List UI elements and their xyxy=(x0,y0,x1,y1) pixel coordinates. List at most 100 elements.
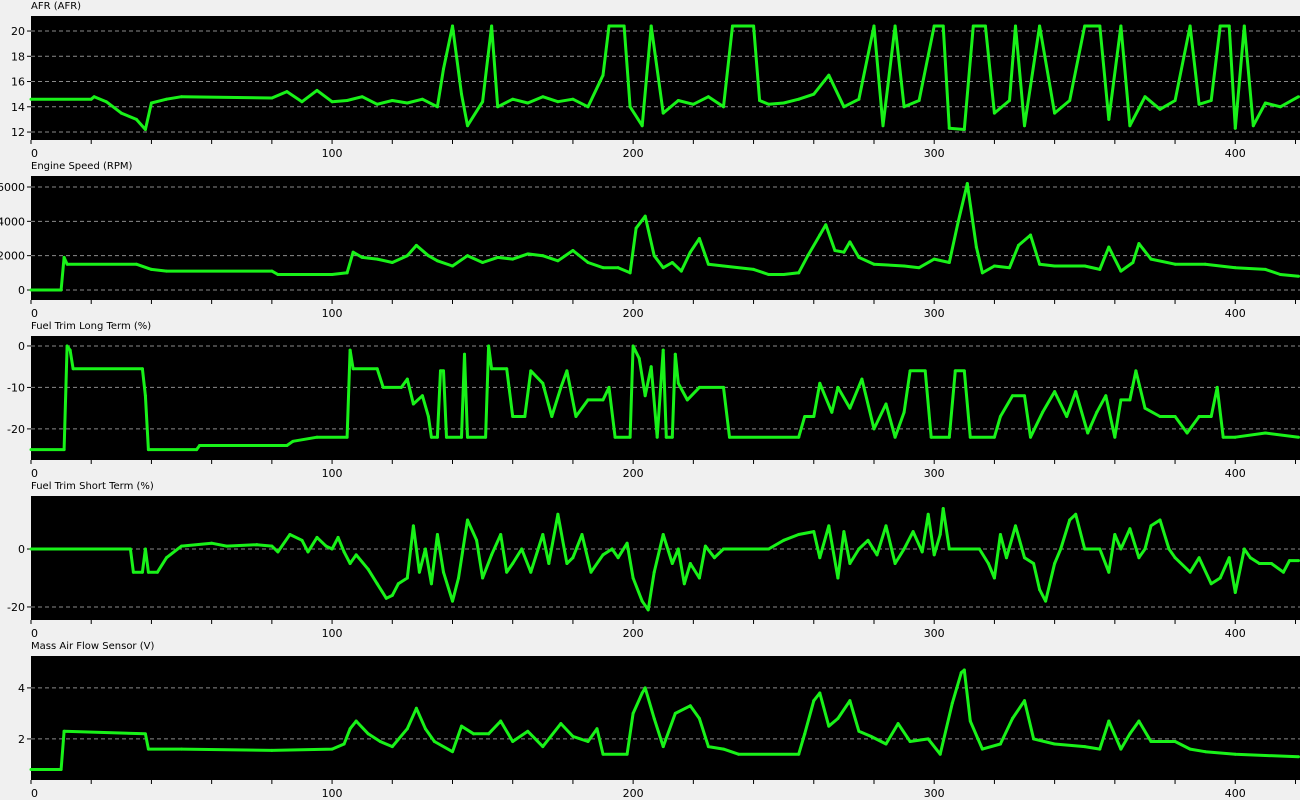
data-point xyxy=(198,443,202,447)
data-point xyxy=(547,562,551,566)
data-point xyxy=(429,582,433,586)
data-point xyxy=(390,745,394,749)
data-point xyxy=(1188,747,1192,751)
data-point xyxy=(1251,124,1255,128)
data-point xyxy=(1197,102,1201,106)
y-tick-label: 0 xyxy=(18,543,25,556)
data-point xyxy=(270,544,274,548)
data-point xyxy=(438,369,442,373)
x-tick-label: 400 xyxy=(1225,787,1246,800)
x-tick-label: 100 xyxy=(322,307,343,320)
data-point xyxy=(481,261,485,265)
data-point xyxy=(884,742,888,746)
chart-title: Fuel Trim Long Term (%) xyxy=(31,321,152,332)
data-point xyxy=(565,562,569,566)
data-point xyxy=(68,348,72,352)
data-point xyxy=(1296,274,1300,278)
data-point xyxy=(1296,559,1300,563)
data-point xyxy=(324,544,328,548)
data-point xyxy=(1296,435,1300,439)
data-point xyxy=(405,576,409,580)
data-point xyxy=(59,768,63,772)
data-point xyxy=(1203,750,1207,754)
data-point xyxy=(616,266,620,270)
data-point xyxy=(104,100,108,104)
chart-title: AFR (AFR) xyxy=(31,1,82,12)
data-point xyxy=(450,264,454,268)
data-point xyxy=(444,435,448,439)
data-point xyxy=(29,288,33,292)
data-point xyxy=(842,530,846,534)
data-point xyxy=(460,92,464,96)
data-point xyxy=(285,443,289,447)
data-point xyxy=(938,752,942,756)
data-point xyxy=(1173,739,1177,743)
data-point xyxy=(1128,124,1132,128)
data-point xyxy=(956,219,960,223)
data-point xyxy=(818,556,822,560)
data-point xyxy=(441,570,445,574)
x-tick-label: 400 xyxy=(1225,147,1246,160)
data-point xyxy=(697,385,701,389)
data-point xyxy=(351,250,355,254)
data-point xyxy=(526,252,530,256)
data-point xyxy=(29,768,33,772)
data-point xyxy=(896,722,900,726)
data-point xyxy=(929,435,933,439)
x-tick-label: 200 xyxy=(623,467,644,480)
data-point xyxy=(631,711,635,715)
data-point xyxy=(300,100,304,104)
data-point xyxy=(586,398,590,402)
data-point xyxy=(1119,24,1123,28)
data-point xyxy=(661,533,665,537)
data-point xyxy=(607,24,611,28)
x-tick-label: 100 xyxy=(322,627,343,640)
data-point xyxy=(1263,431,1267,435)
data-point xyxy=(411,524,415,528)
data-point xyxy=(1038,24,1042,28)
data-point xyxy=(1257,562,1261,566)
data-point xyxy=(435,105,439,109)
data-point xyxy=(1128,398,1132,402)
data-point xyxy=(977,547,981,551)
data-point xyxy=(29,97,33,101)
data-point xyxy=(65,344,69,348)
data-point xyxy=(610,547,614,551)
data-point xyxy=(390,98,394,102)
data-point xyxy=(971,24,975,28)
data-point xyxy=(463,352,467,356)
plot-area xyxy=(31,656,1300,780)
data-point xyxy=(902,264,906,268)
data-point xyxy=(818,233,822,237)
data-point xyxy=(405,254,409,258)
data-point xyxy=(484,435,488,439)
data-point xyxy=(330,100,334,104)
data-point xyxy=(962,668,966,672)
data-point xyxy=(721,385,725,389)
data-point xyxy=(1233,126,1237,130)
data-point xyxy=(62,448,66,452)
data-point xyxy=(529,369,533,373)
data-point xyxy=(559,722,563,726)
data-point xyxy=(721,264,725,268)
data-point xyxy=(149,101,153,105)
data-point xyxy=(390,261,394,265)
data-point xyxy=(706,262,710,266)
data-point xyxy=(134,117,138,121)
x-tick-label: 300 xyxy=(924,147,945,160)
data-point xyxy=(1098,547,1102,551)
data-point xyxy=(490,553,494,557)
data-point xyxy=(396,582,400,586)
data-point xyxy=(1053,562,1057,566)
data-point xyxy=(131,570,135,574)
data-point xyxy=(866,538,870,542)
data-point xyxy=(998,742,1002,746)
x-tick-label: 300 xyxy=(924,307,945,320)
data-point xyxy=(1296,95,1300,99)
plot-svg: 0 2000 4000 6000 0 100 200 300 400 xyxy=(0,176,1300,320)
data-point xyxy=(1278,273,1282,277)
data-point xyxy=(1119,269,1123,273)
data-point xyxy=(71,367,75,371)
data-point xyxy=(1086,431,1090,435)
data-point xyxy=(580,533,584,537)
